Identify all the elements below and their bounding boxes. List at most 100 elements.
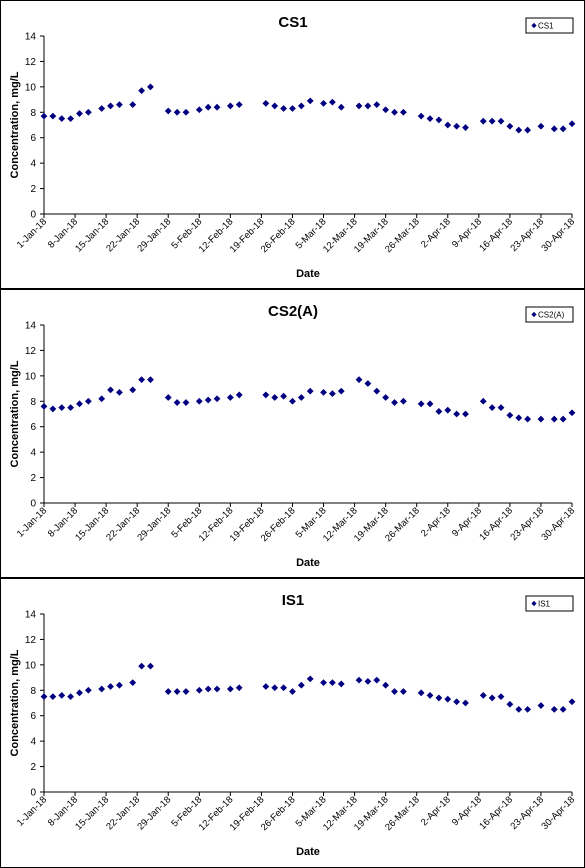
legend-label: CS1 [538, 22, 554, 31]
data-point [58, 404, 66, 412]
data-point [58, 115, 66, 123]
data-point [195, 397, 203, 405]
data-point [382, 106, 390, 114]
data-point [49, 405, 57, 413]
legend: CS1 [525, 17, 574, 34]
data-point [550, 125, 558, 133]
y-tick-label: 14 [25, 32, 37, 43]
data-point [550, 415, 558, 423]
x-tick-label: 30-Apr-18 [539, 794, 577, 832]
y-tick-label: 0 [30, 210, 36, 221]
data-point [382, 681, 390, 689]
data-point [98, 685, 106, 693]
data-point [107, 683, 114, 690]
data-point [306, 387, 314, 395]
data-point [355, 676, 363, 684]
data-point [235, 684, 243, 692]
data-point [426, 400, 434, 408]
data-point [488, 404, 496, 412]
x-tick-label: 26-Mar-18 [383, 216, 422, 255]
data-point [373, 101, 381, 109]
legend-box [525, 306, 574, 323]
x-axis-title: Date [296, 846, 320, 858]
chart-panel-cs2a: CS2(A) 0 2 4 6 8 10 12 14 1-Jan-18 8-Jan-18 15-Jan-… [0, 289, 585, 578]
data-point [235, 101, 243, 109]
data-point [479, 691, 487, 699]
chart-panel-cs1: CS1 0 2 4 6 8 10 12 14 1-Jan-18 8-Jan-18 15-Jan-18 2… [0, 0, 585, 289]
data-point [182, 108, 190, 116]
data-point [164, 394, 172, 401]
x-tick-label: 2-Apr-18 [419, 505, 453, 539]
data-point [515, 414, 523, 422]
chart-cs1: CS1024681012141-Jan-188-Jan-1815-Jan-182… [9, 14, 577, 280]
y-tick-label: 10 [25, 660, 37, 671]
y-axis-title: Concentration, mg/L [9, 71, 21, 178]
data-point [129, 101, 137, 109]
data-point [289, 688, 296, 695]
y-tick-label: 10 [25, 82, 37, 93]
x-tick-label: 30-Apr-18 [539, 505, 577, 543]
data-point [76, 689, 83, 697]
x-tick-label: 29-Jan-18 [135, 216, 173, 254]
data-point [195, 686, 203, 694]
x-tick-label: 26-Mar-18 [383, 794, 422, 833]
data-point [164, 688, 172, 695]
data-point [98, 105, 106, 112]
legend-marker [531, 600, 537, 607]
data-point [417, 112, 425, 120]
data-point [280, 684, 287, 692]
y-tick-label: 6 [30, 711, 36, 722]
y-tick-label: 8 [30, 108, 36, 119]
data-point [195, 106, 203, 114]
data-point [524, 126, 532, 134]
chart-title: CS2(A) [268, 303, 318, 320]
y-tick-label: 12 [25, 635, 37, 646]
data-point [391, 108, 398, 116]
data-point [297, 102, 305, 110]
data-point [497, 117, 505, 125]
data-point [271, 102, 279, 110]
chart-cs2a: CS2(A)024681012141-Jan-188-Jan-1815-Jan-… [9, 303, 577, 569]
data-point [204, 103, 212, 111]
data-point [355, 102, 363, 110]
data-point [173, 399, 181, 406]
y-tick-label: 2 [30, 473, 36, 484]
data-point [213, 685, 221, 693]
y-tick-label: 12 [25, 346, 37, 357]
data-point [399, 688, 407, 695]
series-cs1 [40, 83, 576, 134]
series-is1 [40, 662, 576, 713]
y-tick-label: 6 [30, 422, 36, 433]
data-point [453, 698, 461, 706]
data-point [524, 415, 532, 423]
legend-label: CS2(A) [538, 311, 565, 320]
data-point [164, 107, 172, 115]
data-point [129, 386, 137, 394]
data-point [226, 685, 234, 693]
data-point [107, 386, 114, 394]
data-point [426, 691, 434, 699]
legend: IS1 [525, 595, 574, 612]
data-point [306, 97, 314, 105]
data-point [399, 397, 407, 405]
data-point [49, 693, 57, 701]
x-axis-title: Date [296, 557, 320, 569]
data-point [116, 388, 123, 396]
data-point [226, 102, 234, 110]
x-tick-label: 26-Mar-18 [383, 505, 422, 544]
data-point [40, 402, 48, 410]
data-point [138, 376, 146, 384]
data-point [76, 400, 83, 408]
data-point [58, 691, 66, 699]
data-point [213, 395, 221, 403]
data-point [262, 99, 270, 107]
data-point [568, 698, 576, 706]
data-point [524, 705, 532, 713]
y-axis-title: Concentration, mg/L [9, 649, 21, 756]
data-point [40, 112, 48, 120]
data-point [506, 122, 514, 130]
data-point [550, 705, 558, 713]
legend: CS2(A) [525, 306, 574, 323]
data-point [537, 702, 545, 709]
data-point [435, 694, 443, 702]
